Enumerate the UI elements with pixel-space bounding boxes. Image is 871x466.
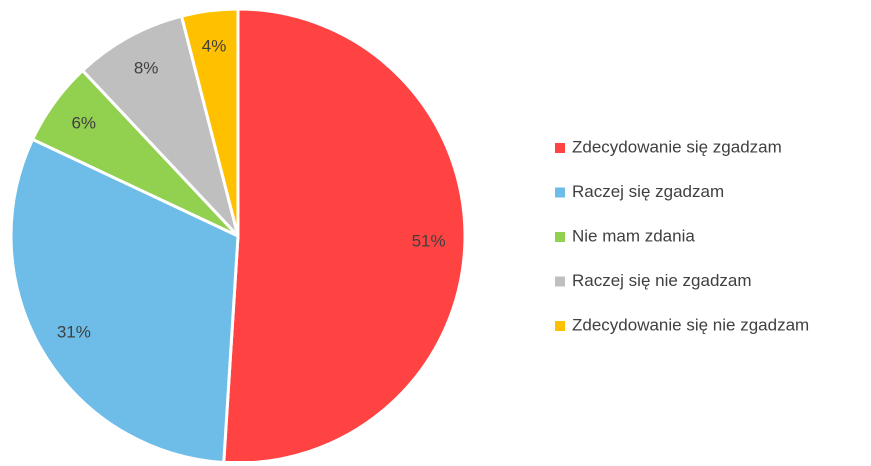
legend-swatch xyxy=(555,276,565,287)
data-label: 51% xyxy=(412,231,446,250)
pie-slice xyxy=(9,137,240,465)
data-label: 31% xyxy=(57,323,91,342)
legend-label: Zdecydowanie się nie zgadzam xyxy=(572,315,809,334)
legend-swatch xyxy=(555,321,565,331)
pie-slice xyxy=(80,14,240,238)
data-label: 4% xyxy=(202,36,227,55)
legend-label: Nie mam zdania xyxy=(572,226,695,245)
data-label: 8% xyxy=(134,58,159,77)
legend-label: Raczej się zgadzam xyxy=(572,182,724,201)
legend-swatch xyxy=(555,143,565,153)
data-label: 6% xyxy=(71,113,96,132)
pie-slice xyxy=(179,7,240,237)
legend-label: Zdecydowanie się zgadzam xyxy=(572,137,782,156)
legend-label: Raczej się nie zgadzam xyxy=(572,271,752,290)
pie-slice xyxy=(222,7,467,465)
legend-swatch xyxy=(555,187,565,198)
legend-swatch xyxy=(555,232,565,242)
